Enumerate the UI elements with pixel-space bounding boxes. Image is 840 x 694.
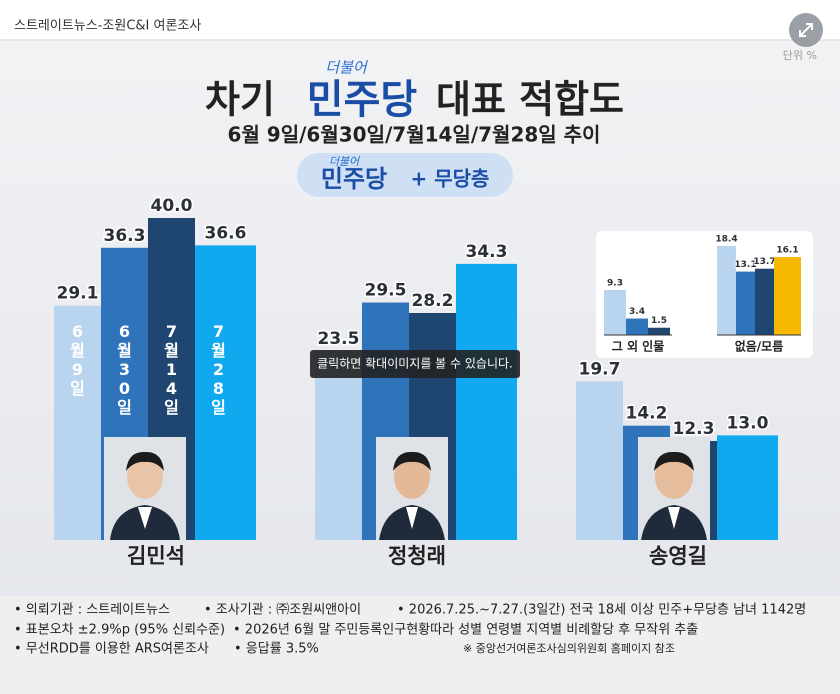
value-label: 13.1 bbox=[734, 260, 756, 270]
inset-chart: 9.3 18.4 3.4 13.1 1.5 13.716.1 그 외 인물 없음/모름 bbox=[604, 233, 801, 354]
tooltip: 클릭하면 확대이미지를 볼 수 있습니다. bbox=[310, 350, 520, 378]
value-label: 3.4 bbox=[629, 307, 645, 317]
value-label: 13.7 bbox=[753, 257, 775, 267]
note: • 의뢰기관 : 스트레이트뉴스 bbox=[14, 603, 170, 618]
bar bbox=[755, 268, 774, 335]
badge bbox=[297, 153, 513, 197]
bar bbox=[648, 327, 670, 335]
series-name: 7월28일 bbox=[211, 322, 226, 417]
value-label: 13.0 bbox=[727, 413, 769, 433]
badge-party: 민주당 bbox=[321, 165, 387, 193]
value-label: 34.3 bbox=[466, 242, 508, 262]
category-label: 정청래 bbox=[388, 544, 446, 568]
bar bbox=[195, 245, 256, 540]
value-label: 14.2 bbox=[626, 404, 668, 424]
category-label: 송영길 bbox=[649, 544, 707, 568]
value-label: 12.3 bbox=[673, 419, 715, 439]
bar bbox=[774, 257, 801, 335]
badge-party-tag: 더불어 bbox=[329, 155, 361, 168]
photo bbox=[638, 437, 710, 540]
category-label: 없음/모름 bbox=[735, 339, 784, 354]
title-party: 민주당 bbox=[307, 77, 418, 123]
title-prefix: 차기 bbox=[205, 78, 275, 122]
title-suffix: 대표 적합도 bbox=[436, 78, 624, 122]
value-label: 19.7 bbox=[579, 359, 621, 379]
source: 스트레이트뉴스-조원C&I 여론조사 bbox=[14, 19, 201, 34]
series-name: 6월30일 bbox=[117, 322, 132, 417]
value-label: 29.5 bbox=[365, 281, 407, 301]
note: • 2026년 6월 말 주민등록인구현황따라 성별 연령별 지역별 비례할당 … bbox=[233, 623, 698, 638]
bar bbox=[315, 350, 362, 540]
badge-extra: + 무당층 bbox=[411, 167, 490, 191]
note: • 조사기관 : ㈜조원씨앤아이 bbox=[204, 603, 361, 618]
note: • 표본오차 ±2.9%p (95% 신뢰수준) bbox=[14, 623, 225, 638]
bar bbox=[604, 289, 626, 335]
category-label: 김민석 bbox=[127, 544, 185, 568]
value-label: 9.3 bbox=[607, 278, 623, 288]
value-label: 28.2 bbox=[412, 291, 454, 311]
note: ※ 중앙선거여론조사심의위원회 홈페이지 참조 bbox=[463, 641, 675, 655]
photo bbox=[104, 437, 186, 540]
value-label: 1.5 bbox=[651, 316, 667, 326]
subtitle: 6월 9일/6월30일/7월14일/7월28일 추이 bbox=[228, 123, 601, 147]
tooltip-text: 클릭하면 확대이미지를 볼 수 있습니다. bbox=[317, 357, 513, 371]
category-label: 그 외 인물 bbox=[612, 339, 665, 354]
series-name: 6월9일 bbox=[70, 322, 85, 398]
header-bar bbox=[0, 0, 840, 40]
bar bbox=[456, 263, 517, 540]
value-label: 29.1 bbox=[57, 284, 99, 304]
note: • 응답률 3.5% bbox=[234, 642, 319, 657]
expand-button[interactable] bbox=[789, 13, 823, 47]
value-label: 16.1 bbox=[776, 246, 798, 256]
bar bbox=[626, 318, 648, 335]
photo bbox=[376, 437, 448, 540]
bar bbox=[736, 271, 755, 335]
note: • 2026.7.25.~7.27.(3일간) 전국 18세 이상 민주+무당층… bbox=[397, 603, 806, 618]
bar bbox=[717, 245, 736, 335]
value-label: 18.4 bbox=[715, 234, 737, 244]
footer bbox=[0, 596, 840, 694]
bar bbox=[717, 435, 778, 540]
bar bbox=[54, 305, 101, 540]
value-label: 36.3 bbox=[104, 226, 146, 246]
title-party-tag: 더불어 bbox=[325, 59, 369, 77]
bar bbox=[576, 381, 623, 540]
photos bbox=[104, 437, 710, 540]
unit: 단위 % bbox=[783, 49, 817, 62]
value-label: 36.6 bbox=[205, 223, 247, 243]
note: • 무선RDD를 이용한 ARS여론조사 bbox=[14, 642, 209, 657]
series-name: 7월14일 bbox=[164, 322, 179, 417]
value-label: 40.0 bbox=[151, 196, 193, 216]
notes: • 의뢰기관 : 스트레이트뉴스 • 조사기관 : ㈜조원씨앤아이 • 2026.7… bbox=[14, 603, 806, 657]
value-label: 23.5 bbox=[318, 329, 360, 349]
